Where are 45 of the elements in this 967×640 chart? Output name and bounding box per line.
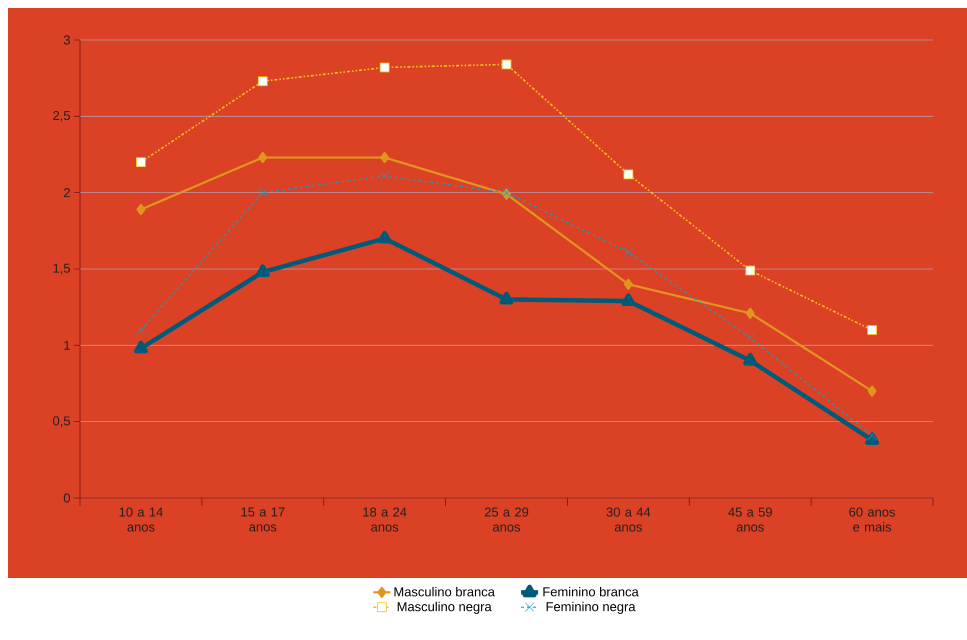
point [380,171,390,180]
point [746,333,755,342]
point [621,293,636,306]
point [136,157,146,168]
x-tick-label: 10 a 14 anos [120,507,163,532]
point [500,292,514,305]
point [746,308,755,319]
point [623,169,634,180]
legend-label: Masculino branca [394,586,495,596]
point [502,60,512,70]
y-tick-label: 3 [64,35,70,45]
point [258,152,268,164]
y-tick-label: 2,5 [53,110,70,122]
point [258,76,268,86]
point [256,264,270,278]
x-tick-label: 15 a 17 anos [241,507,284,532]
legend-label: Feminino negra [546,602,636,614]
point [624,278,633,290]
point [136,326,146,335]
point [136,204,146,216]
legend-label: Masculino negra [398,602,492,614]
point [868,430,877,440]
point [134,340,148,354]
point [502,188,512,198]
point [380,62,390,72]
y-tick-label: 2 [64,188,70,198]
point [378,230,392,244]
point [867,325,877,335]
point [743,352,758,366]
point [624,248,633,257]
y-tick-label: 1 [64,340,70,350]
x-tick-label: 60 anos e mais [849,507,896,532]
point [258,188,268,198]
y-tick-label: 1,5 [53,264,70,274]
point [380,152,390,164]
point [868,386,877,397]
x-tick-label: 30 a 44 anos [606,507,650,532]
x-tick-label: 25 a 29 anos [484,507,528,532]
x-tick-label: 45 a 59 anos [728,507,772,532]
x-tick-label: 18 a 24 anos [363,507,407,532]
point [865,432,880,445]
y-tick-label: 0 [64,493,70,503]
y-tick-label: 0,5 [53,416,70,427]
point [745,266,756,276]
legend-label: Feminino branca [543,586,639,596]
